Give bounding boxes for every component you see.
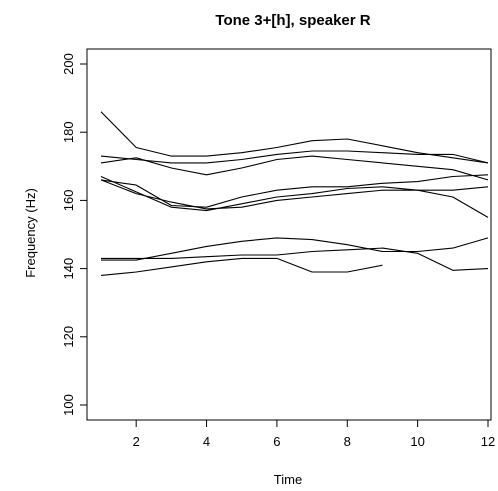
chart-title: Tone 3+[h], speaker R [215, 12, 370, 29]
series-line-5 [100, 175, 489, 218]
y-axis-label: Frequency (Hz) [23, 188, 38, 278]
series-line-4 [100, 174, 489, 208]
y-axis: 100 120 140 160 180 200 [61, 53, 87, 416]
x-tick-label: 12 [481, 434, 495, 449]
x-tick-label: 4 [203, 434, 210, 449]
y-tick-label: 160 [61, 190, 76, 212]
series-line-9 [100, 257, 383, 276]
y-tick-label: 140 [61, 258, 76, 280]
x-tick-label: 10 [410, 434, 424, 449]
series-line-8 [101, 247, 489, 271]
x-tick-label: 6 [273, 434, 280, 449]
series-line-6 [100, 179, 489, 210]
series-lines [100, 111, 489, 276]
x-tick-label: 8 [344, 434, 351, 449]
series-line-3 [100, 155, 489, 181]
plot-frame [86, 48, 492, 421]
x-axis-label: Time [274, 472, 302, 487]
y-tick-label: 120 [61, 326, 76, 348]
series-line-1 [100, 111, 489, 164]
y-tick-label: 200 [61, 53, 76, 75]
series-line-2 [100, 150, 489, 164]
y-tick-label: 100 [61, 394, 76, 416]
x-axis: 2 4 6 8 10 12 [133, 420, 495, 449]
series-line-7 [101, 237, 489, 261]
x-tick-label: 2 [133, 434, 140, 449]
y-tick-label: 180 [61, 121, 76, 143]
